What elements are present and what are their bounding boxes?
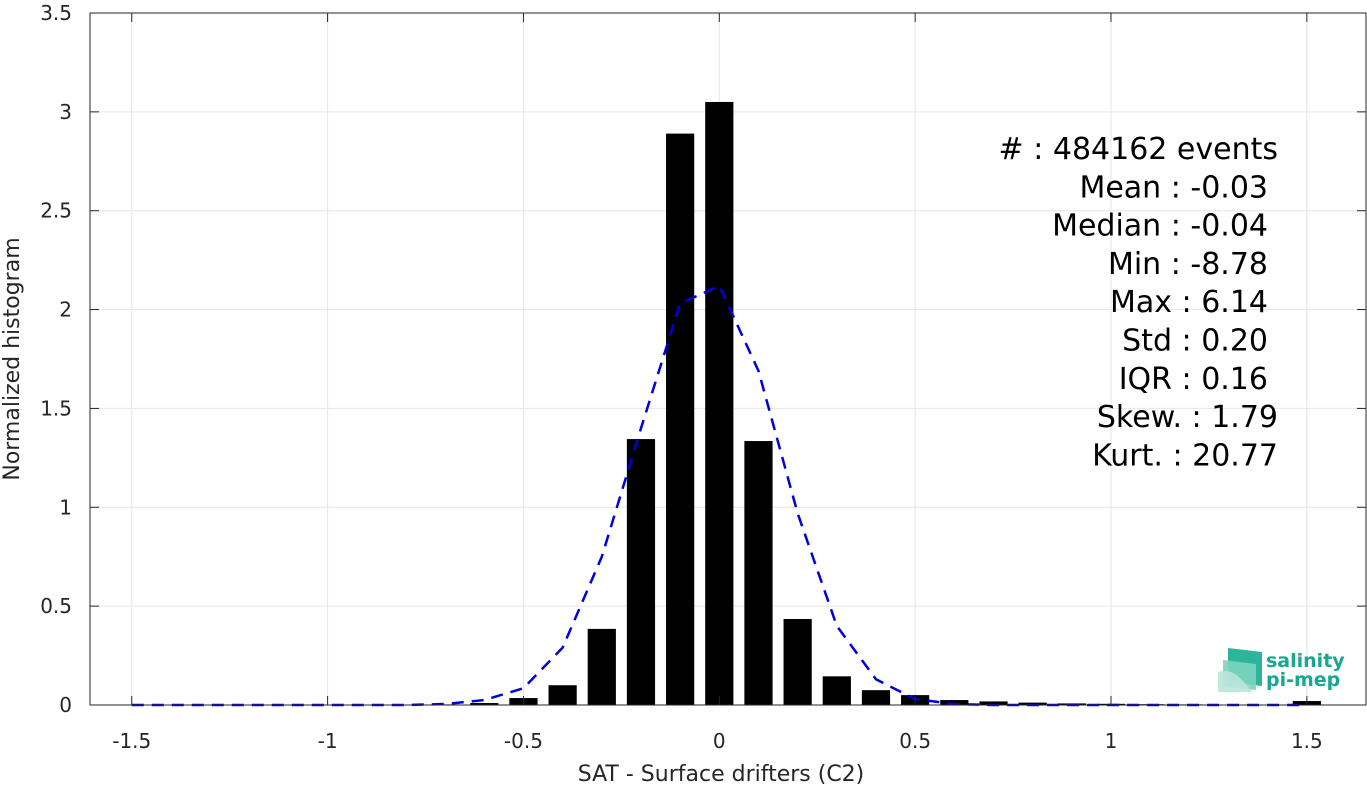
histogram-bar	[940, 700, 969, 705]
x-tick-label: -1	[318, 729, 338, 753]
x-tick-labels: -1.5 -1 -0.5 0 0.5 1 1.5	[112, 729, 1323, 753]
histogram-bar	[822, 676, 851, 705]
y-axis-label: Normalized histogram	[0, 237, 25, 480]
y-tick-label: 3.5	[40, 1, 72, 25]
histogram-bar	[470, 703, 499, 705]
logo-icon	[1218, 648, 1262, 692]
stats-line: Std : 0.20	[1122, 324, 1268, 359]
x-tick-label: -1.5	[112, 729, 151, 753]
x-tick-label: 1	[1105, 729, 1118, 753]
y-tick-label: 2.5	[40, 199, 72, 223]
y-tick-label: 0	[59, 693, 72, 717]
x-tick-label: 0	[713, 729, 726, 753]
x-tick-label: -0.5	[504, 729, 543, 753]
histogram-bar	[744, 441, 773, 705]
logo-line1: salinity	[1266, 650, 1345, 672]
stats-line: Kurt. : 20.77	[1092, 438, 1278, 473]
histogram-bar	[666, 133, 695, 705]
histogram-bar	[587, 628, 616, 705]
y-tick-label: 1	[59, 495, 72, 519]
y-tick-label: 1.5	[40, 396, 72, 420]
histogram-bar	[861, 690, 891, 705]
y-tick-label: 2	[59, 298, 72, 322]
x-tick-label: 0.5	[899, 729, 931, 753]
logo-line2: pi-mep	[1266, 669, 1340, 691]
stats-line: Max : 6.14	[1110, 285, 1268, 320]
histogram-bar	[626, 439, 656, 705]
salinity-pi-mep-logo: salinity pi-mep	[1218, 648, 1345, 692]
y-tick-label: 0.5	[40, 594, 72, 618]
histogram-bar	[705, 101, 734, 705]
stats-line: Min : -8.78	[1108, 247, 1268, 282]
histogram-bar	[979, 701, 1008, 705]
stats-line: IQR : 0.16	[1119, 362, 1268, 397]
stats-line: Median : -0.04	[1052, 209, 1268, 244]
tick-marks	[90, 12, 1366, 706]
histogram-bar	[548, 685, 577, 705]
stats-line: Mean : -0.03	[1079, 170, 1268, 205]
histogram-bar	[783, 618, 812, 705]
y-tick-label: 3	[59, 100, 72, 124]
stats-line: # : 484162 events	[999, 132, 1278, 167]
plot-frame	[89, 12, 1367, 706]
y-tick-labels: 0 0.5 1 1.5 2 2.5 3 3.5	[40, 1, 72, 717]
histogram-bars	[117, 101, 1321, 706]
x-tick-label: 1.5	[1291, 729, 1323, 753]
stats-line: Skew. : 1.79	[1097, 400, 1278, 435]
x-axis-label: SAT - Surface drifters (C2)	[578, 762, 865, 785]
